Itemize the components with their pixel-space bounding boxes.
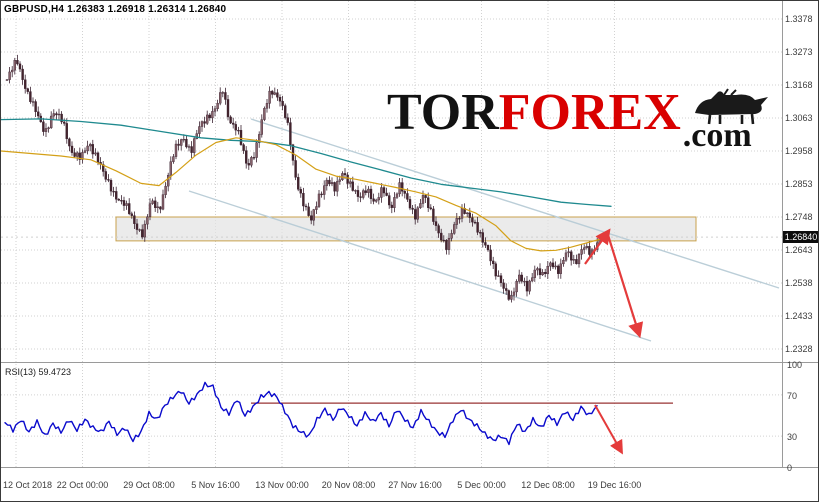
ma-slow-line: [1, 118, 612, 207]
watermark: TORFOREX .com: [387, 85, 779, 153]
ma-fast-line: [1, 137, 602, 252]
rsi-forecast-arrow: [594, 404, 623, 455]
panel-separators: [1, 1, 818, 468]
forecast-arrows: [584, 228, 644, 339]
rsi-indicator-label: RSI(13) 59.4723: [5, 367, 72, 377]
bull-bear-logo-icon: [694, 88, 768, 125]
rsi-line: [4, 381, 598, 446]
watermark-right-block: .com: [683, 87, 779, 153]
current-price-tag: 1.26840: [783, 231, 818, 243]
watermark-tor: TOR: [387, 84, 499, 141]
resistance-zone: [115, 216, 697, 242]
watermark-com: .com: [682, 117, 752, 154]
candlestick-series: [5, 54, 601, 303]
symbol-ohlc-info: GBPUSD,H4 1.26383 1.26918 1.26314 1.2684…: [4, 4, 227, 15]
trend-channel: [188, 118, 780, 342]
watermark-forex: FOREX: [498, 84, 681, 141]
